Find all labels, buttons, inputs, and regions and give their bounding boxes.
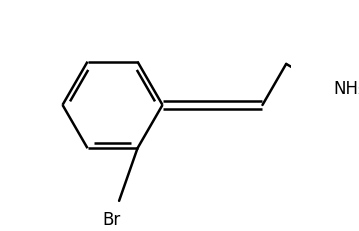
Text: NH₂: NH₂: [334, 79, 359, 97]
Text: Br: Br: [102, 210, 120, 228]
